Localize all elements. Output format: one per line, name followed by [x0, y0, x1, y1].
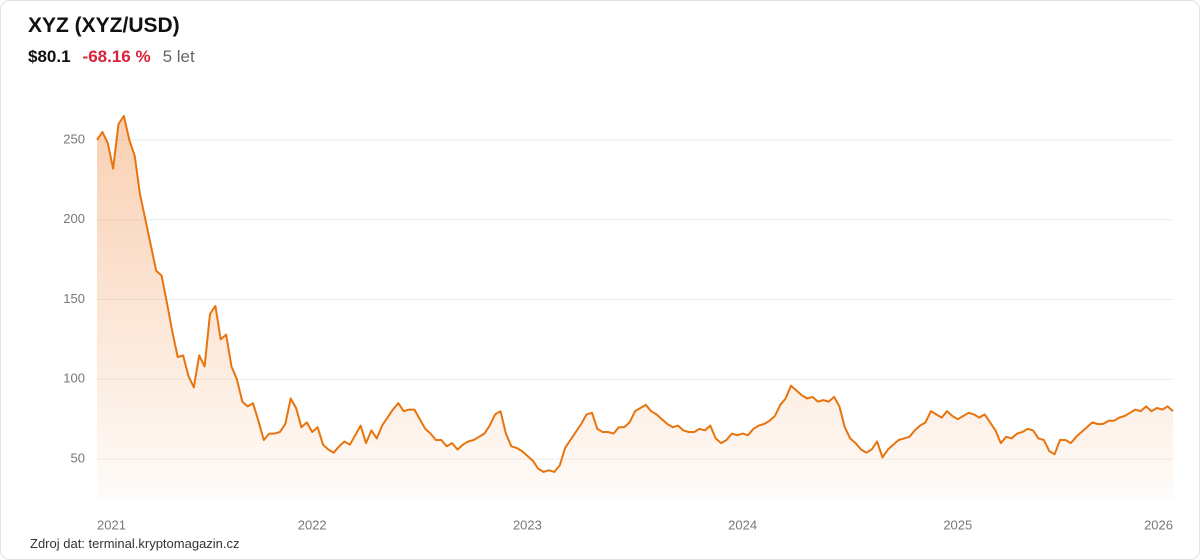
summary: $80.1 -68.16 % 5 let [28, 47, 195, 67]
title: XYZ (XYZ/USD) [28, 14, 180, 37]
x-tick-label: 2025 [943, 517, 972, 532]
y-tick-label: 250 [63, 131, 85, 146]
y-tick-label: 100 [63, 371, 85, 386]
x-tick-label: 2022 [298, 517, 327, 532]
period: 5 let [162, 47, 195, 66]
x-tick-label: 2026 [1144, 517, 1173, 532]
y-tick-label: 150 [63, 291, 85, 306]
change: -68.16 % [82, 47, 151, 66]
x-tick-label: 2023 [513, 517, 542, 532]
x-tick-label: 2021 [97, 517, 126, 532]
price: $80.1 [28, 47, 71, 66]
y-tick-label: 200 [63, 211, 85, 226]
y-tick-label: 50 [71, 451, 85, 466]
source: Zdroj dat: terminal.kryptomagazin.cz [30, 536, 240, 551]
price-line [96, 115, 1174, 473]
x-tick-label: 2024 [728, 517, 757, 532]
area-fill [97, 116, 1173, 499]
